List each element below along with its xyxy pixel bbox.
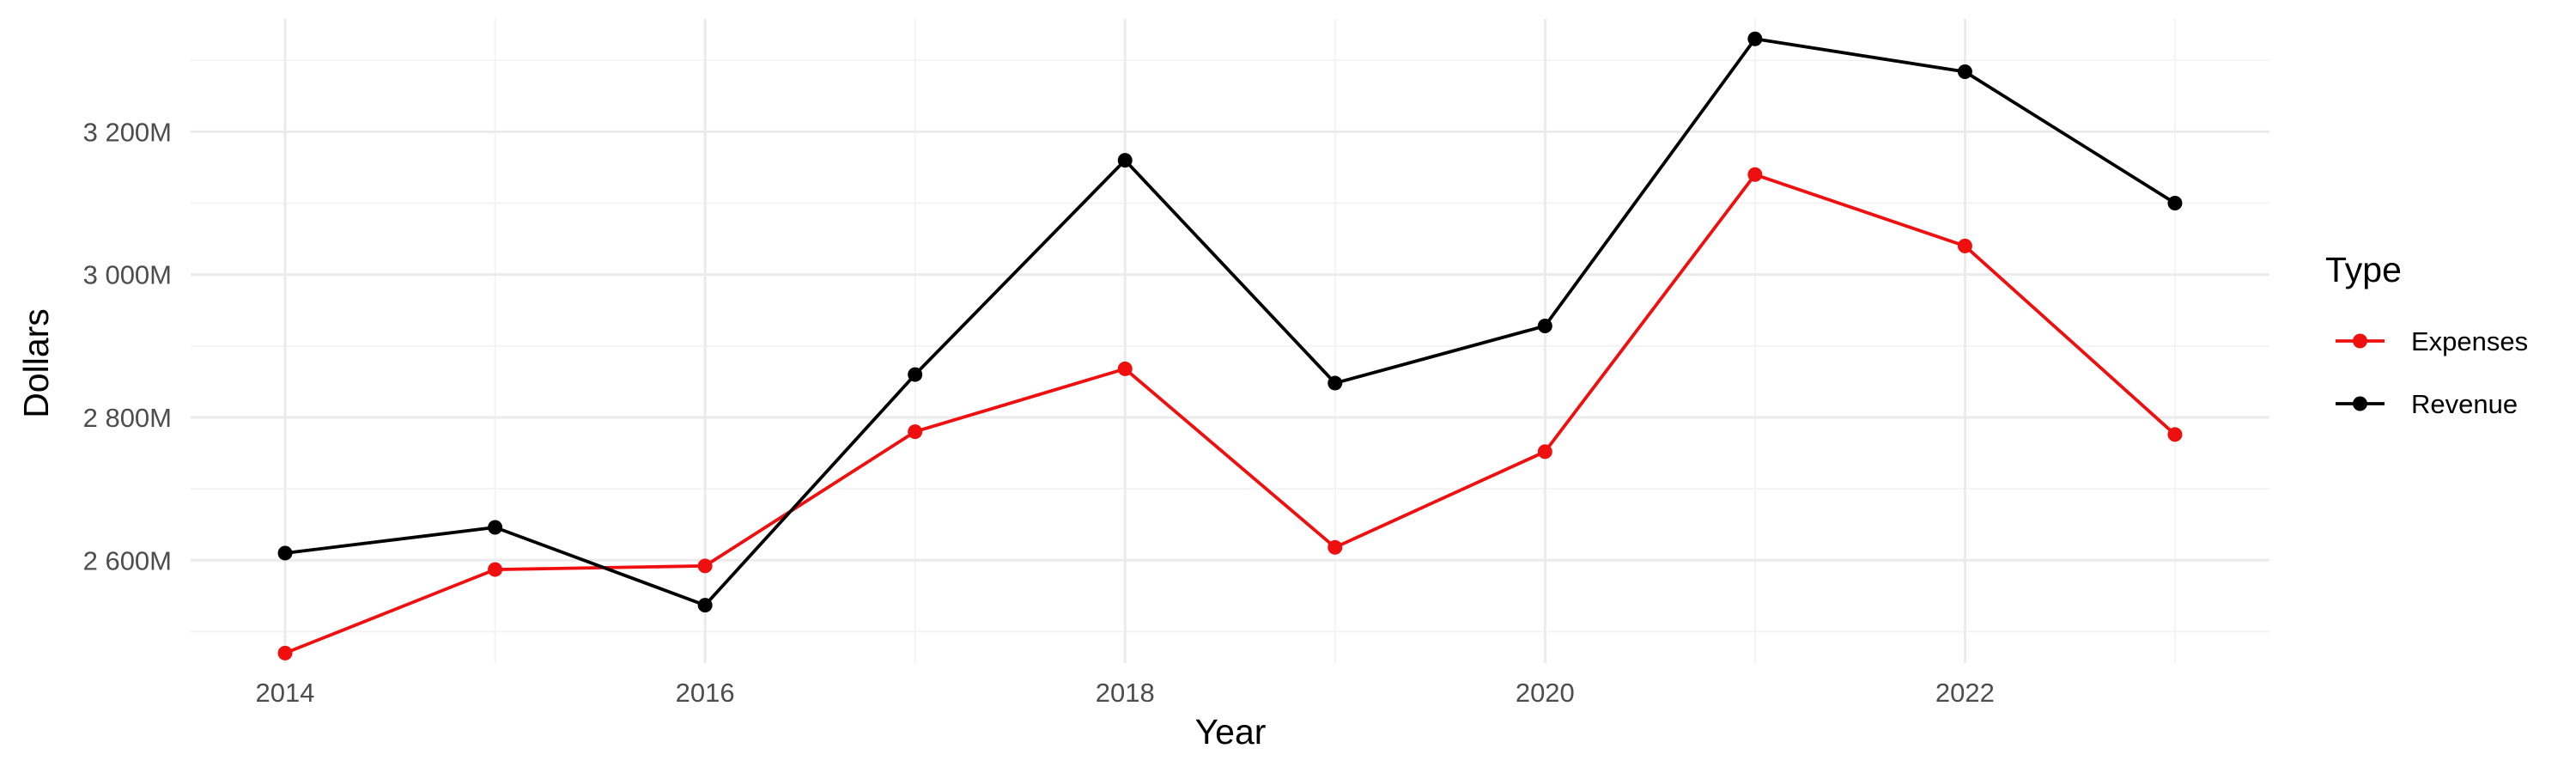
y-tick-label: 2 600M — [83, 545, 172, 575]
y-tick-label: 3 200M — [83, 117, 172, 147]
legend-item-revenue: Revenue — [2336, 389, 2518, 419]
data-point-expenses — [1957, 238, 1972, 253]
x-axis-title: Year — [1195, 712, 1267, 752]
data-point-revenue — [1117, 153, 1133, 168]
data-point-expenses — [488, 562, 503, 577]
series-line-revenue — [283, 37, 2177, 607]
legend-key-point-expenses — [2353, 333, 2367, 349]
y-tick-label: 2 800M — [83, 403, 172, 433]
data-point-expenses — [1747, 167, 1763, 182]
x-tick-label: 2020 — [1516, 678, 1575, 708]
grid-lines — [191, 19, 2269, 663]
data-point-revenue — [1747, 31, 1763, 46]
y-axis-tick-labels: 2 600M 2 800M 3 000M 3 200M — [83, 117, 172, 575]
data-point-revenue — [697, 598, 713, 613]
legend-label-expenses: Expenses — [2411, 326, 2528, 356]
data-point-revenue — [488, 520, 503, 535]
series-line-expenses — [283, 173, 2177, 655]
x-axis-tick-labels: 2014 2016 2018 2020 2022 — [256, 678, 1995, 708]
legend-item-expenses: Expenses — [2336, 326, 2528, 356]
series-lines — [283, 37, 2177, 655]
data-point-revenue — [277, 545, 293, 561]
data-point-expenses — [1327, 539, 1343, 555]
legend-key-point-revenue — [2353, 396, 2367, 411]
legend-label-revenue: Revenue — [2411, 389, 2518, 419]
data-point-expenses — [1537, 444, 1552, 460]
data-point-expenses — [277, 645, 293, 660]
x-tick-label: 2016 — [676, 678, 735, 708]
data-point-revenue — [1327, 375, 1343, 391]
data-point-revenue — [1537, 319, 1552, 334]
data-point-expenses — [1117, 361, 1133, 376]
x-tick-label: 2022 — [1935, 678, 1995, 708]
data-point-expenses — [2167, 427, 2183, 442]
data-point-revenue — [1957, 64, 1972, 80]
data-point-revenue — [908, 367, 923, 382]
x-tick-label: 2018 — [1096, 678, 1155, 708]
y-tick-label: 3 000M — [83, 260, 172, 290]
legend-title: Type — [2325, 250, 2402, 289]
legend: Type Expenses Revenue — [2325, 250, 2528, 419]
data-point-revenue — [2167, 196, 2183, 211]
data-point-expenses — [697, 558, 713, 574]
data-point-expenses — [908, 424, 923, 440]
y-axis-title: Dollars — [16, 308, 56, 418]
legend-items: Expenses Revenue — [2336, 326, 2528, 419]
series-points — [277, 31, 2183, 660]
x-tick-label: 2014 — [256, 678, 315, 708]
